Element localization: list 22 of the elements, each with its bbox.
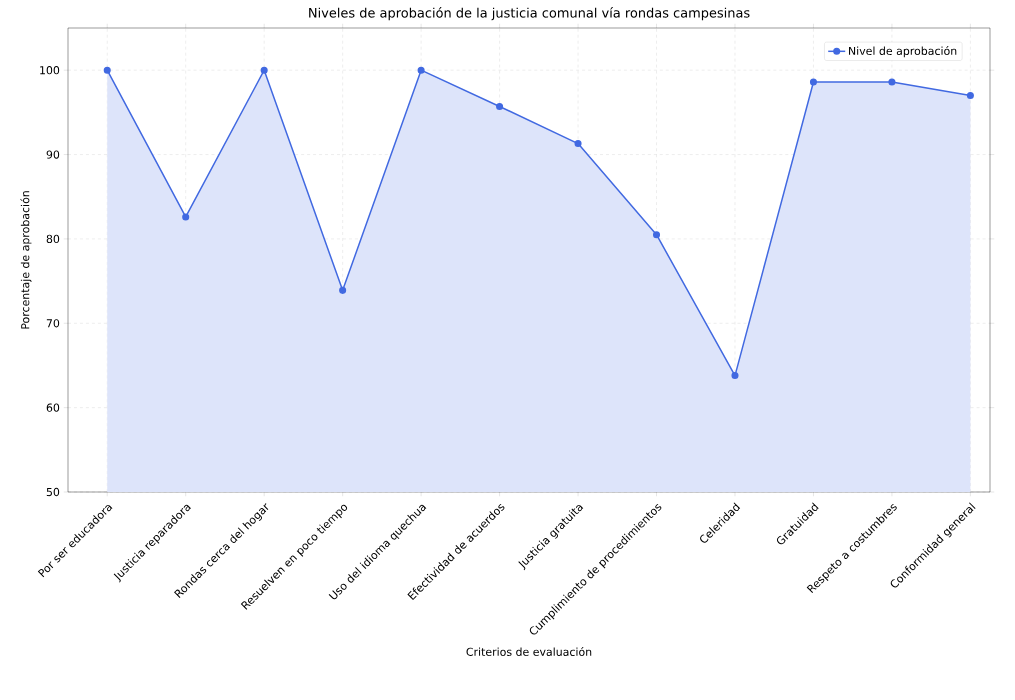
y-tick-label: 100 [40,66,60,75]
y-tick-label: 80 [46,234,60,244]
point [182,213,190,221]
point [103,66,111,74]
chart-title: Niveles de aprobación de la justicia comunal vía rondas campesinas [309,7,750,21]
point [339,286,347,294]
point [888,78,896,86]
point [260,66,268,74]
y-tick-label: 70 [46,319,60,328]
point [417,66,425,74]
point [809,78,817,86]
point [966,91,974,100]
point [652,231,661,239]
y-axis-title: Porcentaje de aprobación [20,191,32,329]
point [731,372,739,380]
y-tick-label: 60 [46,403,60,412]
point [574,140,582,148]
x-axis-title: Criterios de evaluación [466,647,592,656]
legend-label: Nivel de aprobación [849,46,957,58]
y-tick-label: 90 [46,150,60,159]
point [496,102,504,110]
y-tick-label: 50 [46,487,60,497]
